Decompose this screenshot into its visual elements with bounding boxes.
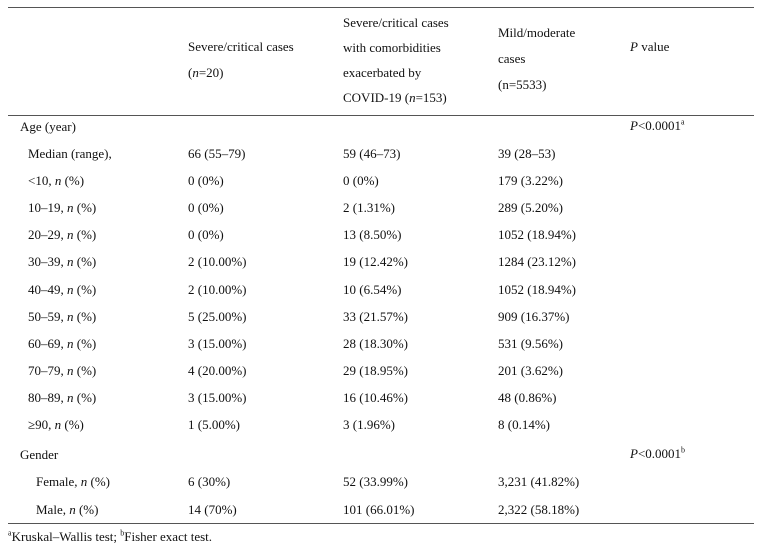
gender-row-severe-comorbid: 52 (33.99%) [343, 474, 408, 489]
age-row-severe-comorbid: 28 (18.30%) [343, 336, 408, 351]
age-row-severe-comorbid: 59 (46–73) [343, 146, 401, 161]
age-row-severe-comorbid: 2 (1.31%) [343, 200, 395, 215]
header-severe-critical-line1: Severe/critical cases [188, 39, 294, 54]
header-p-value: P value [630, 39, 670, 54]
age-row-mild-moderate: 179 (3.22%) [498, 173, 563, 188]
age-row-label: 80–89, n (%) [28, 390, 97, 405]
age-row-severe-critical: 66 (55–79) [188, 146, 246, 161]
age-row-severe-comorbid: 33 (21.57%) [343, 309, 408, 324]
age-row-severe-comorbid: 3 (1.96%) [343, 417, 395, 432]
gender-row-mild-moderate: 3,231 (41.82%) [498, 474, 580, 489]
gender-row-severe-comorbid: 101 (66.01%) [343, 502, 415, 517]
header-severe-comorbid: Severe/critical cases with comorbidities… [343, 10, 449, 110]
age-row-severe-critical: 3 (15.00%) [188, 336, 247, 351]
age-row-label: 10–19, n (%) [28, 200, 97, 215]
age-row-severe-comorbid: 10 (6.54%) [343, 282, 402, 297]
age-row-label: 60–69, n (%) [28, 336, 97, 351]
header-severe-comorbid-line1: Severe/critical cases [343, 15, 449, 30]
age-row-severe-critical: 1 (5.00%) [188, 417, 240, 432]
age-row-mild-moderate: 48 (0.86%) [498, 390, 557, 405]
age-row-mild-moderate: 531 (9.56%) [498, 336, 563, 351]
header-mild-moderate-line2: cases [498, 51, 526, 66]
header-severe-comorbid-line2: with comorbidities [343, 40, 441, 55]
age-row-label: <10, n (%) [28, 173, 85, 188]
age-row-severe-comorbid: 16 (10.46%) [343, 390, 408, 405]
table-header-rule [8, 115, 754, 116]
header-severe-critical-line2: (n=20) [188, 65, 224, 80]
age-row-severe-comorbid: 0 (0%) [343, 173, 379, 188]
age-row-severe-comorbid: 19 (12.42%) [343, 254, 408, 269]
section-age-p-value: P<0.0001a [630, 117, 685, 133]
age-row-mild-moderate: 909 (16.37%) [498, 309, 570, 324]
age-row-severe-critical: 0 (0%) [188, 200, 224, 215]
age-row-severe-critical: 4 (20.00%) [188, 363, 247, 378]
age-row-severe-critical: 0 (0%) [188, 227, 224, 242]
table-top-rule [8, 7, 754, 8]
table-footnote: aKruskal–Wallis test; bFisher exact test… [8, 528, 213, 544]
gender-row-severe-critical: 6 (30%) [188, 474, 231, 489]
header-severe-critical: Severe/critical cases (n=20) [188, 34, 294, 86]
gender-row-label: Male, n (%) [36, 502, 99, 517]
header-severe-comorbid-line4: COVID-19 (n=153) [343, 90, 447, 105]
section-gender-title: Gender [20, 447, 59, 462]
section-age-title: Age (year) [20, 119, 76, 134]
header-mild-moderate-line1: Mild/moderate [498, 25, 576, 40]
age-row-mild-moderate: 1052 (18.94%) [498, 227, 576, 242]
gender-row-severe-critical: 14 (70%) [188, 502, 237, 517]
header-mild-moderate-line3: (n=5533) [498, 77, 547, 92]
age-row-mild-moderate: 1052 (18.94%) [498, 282, 576, 297]
section-gender-p-value: P<0.0001b [630, 445, 686, 461]
age-row-label: 20–29, n (%) [28, 227, 97, 242]
age-row-mild-moderate: 8 (0.14%) [498, 417, 550, 432]
header-severe-comorbid-line3: exacerbated by [343, 65, 422, 80]
table-bottom-rule [8, 523, 754, 524]
age-row-label: ≥90, n (%) [28, 417, 84, 432]
age-row-label: 40–49, n (%) [28, 282, 97, 297]
age-row-severe-comorbid: 29 (18.95%) [343, 363, 408, 378]
age-row-severe-critical: 5 (25.00%) [188, 309, 247, 324]
age-row-mild-moderate: 201 (3.62%) [498, 363, 563, 378]
age-row-mild-moderate: 1284 (23.12%) [498, 254, 576, 269]
age-row-severe-critical: 0 (0%) [188, 173, 224, 188]
age-row-label: 30–39, n (%) [28, 254, 97, 269]
age-row-severe-comorbid: 13 (8.50%) [343, 227, 402, 242]
age-row-mild-moderate: 289 (5.20%) [498, 200, 563, 215]
age-row-label: 70–79, n (%) [28, 363, 97, 378]
gender-row-label: Female, n (%) [36, 474, 111, 489]
age-row-mild-moderate: 39 (28–53) [498, 146, 556, 161]
age-row-label: Median (range), [28, 146, 112, 161]
age-row-severe-critical: 2 (10.00%) [188, 282, 247, 297]
age-row-severe-critical: 3 (15.00%) [188, 390, 247, 405]
gender-row-mild-moderate: 2,322 (58.18%) [498, 502, 580, 517]
age-row-label: 50–59, n (%) [28, 309, 97, 324]
age-row-severe-critical: 2 (10.00%) [188, 254, 247, 269]
header-mild-moderate: Mild/moderate cases (n=5533) [498, 20, 575, 98]
